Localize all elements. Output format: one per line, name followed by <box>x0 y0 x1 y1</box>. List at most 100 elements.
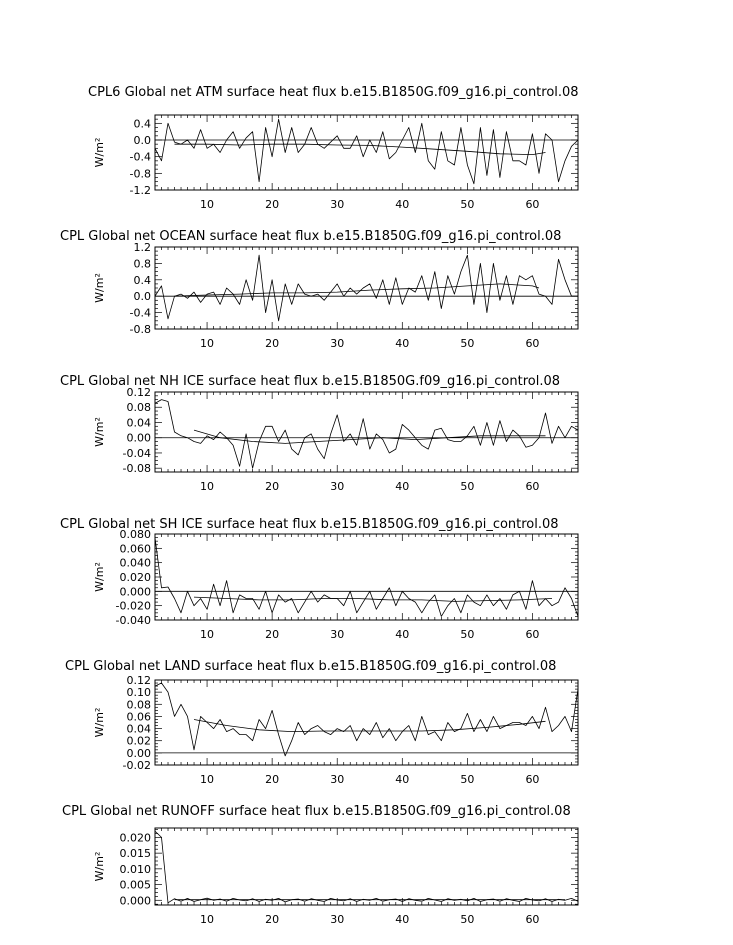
x-tick-label: 30 <box>330 773 344 786</box>
x-tick-label: 10 <box>200 913 214 926</box>
chart-title: CPL6 Global net ATM surface heat flux b.… <box>88 85 579 100</box>
x-tick-label: 60 <box>525 198 539 211</box>
x-tick-label: 50 <box>460 337 474 350</box>
y-axis-label: W/m² <box>93 562 106 592</box>
y-tick-label: -0.4 <box>130 307 151 320</box>
x-tick-label: 50 <box>460 198 474 211</box>
x-tick-label: 50 <box>460 628 474 641</box>
y-tick-label: 0.000 <box>120 894 152 907</box>
x-tick-label: 30 <box>330 913 344 926</box>
y-tick-label: -0.8 <box>130 323 151 336</box>
y-tick-label: -0.04 <box>123 447 151 460</box>
y-tick-label: 0.015 <box>120 847 152 860</box>
x-tick-label: 20 <box>265 480 279 493</box>
y-tick-label: 0.005 <box>120 879 152 892</box>
x-tick-label: 60 <box>525 480 539 493</box>
series-line-annual <box>154 399 579 469</box>
series-line-smoothed <box>174 143 546 156</box>
y-tick-label: 0.0 <box>134 134 152 147</box>
series-line-annual <box>154 254 578 322</box>
y-axis-label: W/m² <box>93 138 106 168</box>
series-line-annual <box>154 118 579 185</box>
y-tick-label: -1.2 <box>130 184 151 197</box>
chart-panel-4: CPL Global net SH ICE surface heat flux … <box>60 517 579 641</box>
y-tick-label: 0.06 <box>127 710 152 723</box>
x-tick-label: 30 <box>330 628 344 641</box>
chart-panel-3: CPL Global net NH ICE surface heat flux … <box>60 374 579 493</box>
series-line-smoothed <box>174 283 540 297</box>
x-tick-label: 30 <box>330 480 344 493</box>
series-line-smoothed <box>193 719 546 732</box>
chart-panel-6: CPL Global net RUNOFF surface heat flux … <box>62 804 579 926</box>
y-tick-label: 0.00 <box>127 747 152 760</box>
x-tick-label: 10 <box>200 337 214 350</box>
y-tick-label: -0.8 <box>130 167 151 180</box>
x-tick-label: 40 <box>395 480 409 493</box>
x-tick-label: 30 <box>330 337 344 350</box>
series-line-smoothed <box>193 596 553 602</box>
x-tick-label: 60 <box>525 628 539 641</box>
y-tick-label: 0.04 <box>127 416 152 429</box>
y-tick-label: -0.08 <box>123 462 151 475</box>
series-line-annual <box>154 830 579 904</box>
x-tick-label: 40 <box>395 913 409 926</box>
series-line-annual <box>154 682 579 757</box>
plot-frame <box>154 827 579 906</box>
y-tick-label: 0.12 <box>127 674 152 687</box>
x-tick-label: 60 <box>525 337 539 350</box>
x-tick-label: 20 <box>265 628 279 641</box>
x-tick-label: 20 <box>265 198 279 211</box>
x-tick-label: 10 <box>200 628 214 641</box>
y-tick-label: 0.10 <box>127 686 152 699</box>
y-tick-label: -0.040 <box>116 614 151 627</box>
y-tick-label: 0.00 <box>127 432 152 445</box>
chart-panel-1: CPL6 Global net ATM surface heat flux b.… <box>88 85 579 211</box>
y-tick-label: 0.000 <box>120 585 152 598</box>
y-tick-label: 0.020 <box>120 571 152 584</box>
chart-title: CPL Global net LAND surface heat flux b.… <box>65 659 556 674</box>
x-tick-label: 20 <box>265 913 279 926</box>
x-tick-label: 40 <box>395 337 409 350</box>
x-tick-label: 60 <box>525 913 539 926</box>
chart-panel-5: CPL Global net LAND surface heat flux b.… <box>65 659 579 786</box>
y-tick-label: 0.020 <box>120 831 152 844</box>
y-tick-label: 0.0 <box>134 290 152 303</box>
y-tick-label: -0.4 <box>130 151 151 164</box>
y-tick-label: 0.080 <box>120 528 152 541</box>
x-tick-label: 50 <box>460 773 474 786</box>
x-tick-label: 60 <box>525 773 539 786</box>
y-axis-label: W/m² <box>93 708 106 738</box>
y-tick-label: 0.08 <box>127 401 152 414</box>
x-tick-label: 20 <box>265 337 279 350</box>
y-axis-label: W/m² <box>93 852 106 882</box>
y-tick-label: -0.020 <box>116 600 151 613</box>
y-tick-label: 0.12 <box>127 386 152 399</box>
y-tick-label: 0.4 <box>134 117 152 130</box>
x-tick-label: 40 <box>395 628 409 641</box>
x-tick-label: 30 <box>330 198 344 211</box>
y-tick-label: 0.8 <box>134 257 152 270</box>
y-tick-label: -0.02 <box>123 759 151 772</box>
x-tick-label: 10 <box>200 773 214 786</box>
chart-title: CPL Global net OCEAN surface heat flux b… <box>60 229 561 244</box>
x-tick-label: 20 <box>265 773 279 786</box>
x-tick-label: 50 <box>460 480 474 493</box>
x-tick-label: 40 <box>395 773 409 786</box>
series-line-smoothed <box>193 429 546 444</box>
y-tick-label: 0.02 <box>127 735 152 748</box>
series-line-annual <box>154 537 579 617</box>
plot-frame <box>154 533 579 621</box>
y-tick-label: 0.060 <box>120 542 152 555</box>
y-axis-label: W/m² <box>93 417 106 447</box>
chart-title: CPL Global net NH ICE surface heat flux … <box>60 374 560 389</box>
y-tick-label: 1.2 <box>134 241 152 254</box>
plot-frame <box>154 246 579 330</box>
y-tick-label: 0.04 <box>127 723 152 736</box>
y-tick-label: 0.010 <box>120 863 152 876</box>
x-tick-label: 10 <box>200 198 214 211</box>
x-tick-label: 40 <box>395 198 409 211</box>
plot-frame <box>154 391 579 473</box>
y-tick-label: 0.040 <box>120 557 152 570</box>
y-tick-label: 0.4 <box>134 274 152 287</box>
